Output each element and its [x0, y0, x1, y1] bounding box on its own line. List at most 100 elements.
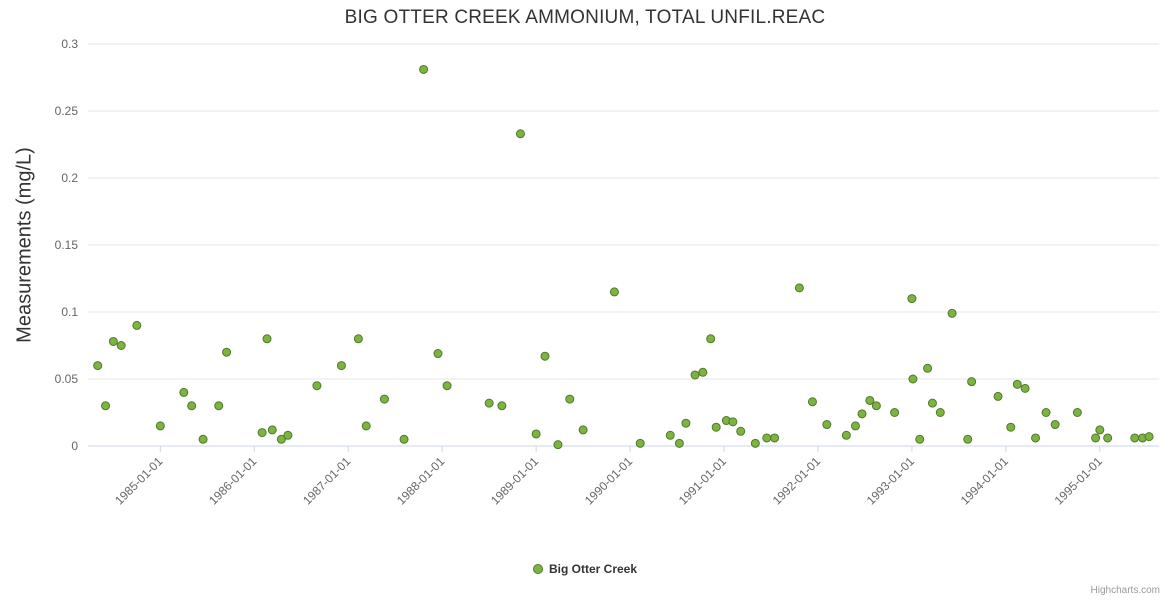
- data-point[interactable]: [967, 377, 977, 387]
- data-point[interactable]: [850, 421, 860, 431]
- legend-label: Big Otter Creek: [548, 562, 638, 576]
- data-point[interactable]: [690, 370, 700, 380]
- data-point[interactable]: [908, 374, 918, 384]
- data-point[interactable]: [312, 381, 322, 391]
- data-point[interactable]: [198, 434, 208, 444]
- data-point[interactable]: [923, 363, 933, 373]
- x-axis-tick-label: 1995-01-01: [1052, 454, 1106, 508]
- x-axis-tick-label: 1994-01-01: [958, 454, 1012, 508]
- data-point[interactable]: [515, 129, 525, 139]
- data-point[interactable]: [807, 397, 817, 407]
- x-axis-tick-label: 1993-01-01: [864, 454, 918, 508]
- data-point[interactable]: [609, 287, 619, 297]
- data-point[interactable]: [736, 426, 746, 436]
- data-point[interactable]: [93, 361, 103, 371]
- data-point[interactable]: [1050, 420, 1060, 430]
- data-point[interactable]: [108, 336, 118, 346]
- data-point[interactable]: [1144, 432, 1154, 442]
- data-point[interactable]: [531, 429, 541, 439]
- data-point[interactable]: [857, 409, 867, 419]
- data-point[interactable]: [222, 347, 232, 357]
- data-point[interactable]: [442, 381, 452, 391]
- data-point[interactable]: [1012, 379, 1022, 389]
- data-point[interactable]: [865, 395, 875, 405]
- data-point[interactable]: [681, 418, 691, 428]
- data-point[interactable]: [540, 351, 550, 361]
- data-point[interactable]: [257, 428, 267, 438]
- data-point[interactable]: [1020, 383, 1030, 393]
- data-point[interactable]: [635, 438, 645, 448]
- x-axis-tick-label: 1985-01-01: [112, 454, 166, 508]
- data-point[interactable]: [179, 387, 189, 397]
- data-point[interactable]: [1130, 433, 1140, 443]
- credits-link[interactable]: Highcharts.com: [1090, 585, 1160, 596]
- data-point[interactable]: [276, 434, 286, 444]
- legend-item-big-otter-creek[interactable]: Big Otter Creek: [532, 562, 638, 576]
- data-point[interactable]: [1031, 433, 1041, 443]
- data-point[interactable]: [915, 434, 925, 444]
- y-axis-tick-label: 0.2: [61, 171, 78, 185]
- data-point[interactable]: [336, 361, 346, 371]
- data-point[interactable]: [770, 433, 780, 443]
- y-axis-tick-label: 0.05: [55, 372, 79, 386]
- data-point[interactable]: [1091, 433, 1101, 443]
- data-point[interactable]: [155, 421, 165, 431]
- x-axis-tick-label: 1992-01-01: [770, 454, 824, 508]
- data-point[interactable]: [497, 401, 507, 411]
- data-point[interactable]: [214, 401, 224, 411]
- data-point[interactable]: [927, 398, 937, 408]
- data-point[interactable]: [665, 430, 675, 440]
- data-point[interactable]: [698, 367, 708, 377]
- data-point[interactable]: [706, 334, 716, 344]
- data-point[interactable]: [935, 408, 945, 417]
- y-axis-tick-label: 0.3: [61, 37, 78, 51]
- data-point[interactable]: [711, 422, 721, 432]
- data-point[interactable]: [841, 430, 851, 440]
- data-point[interactable]: [794, 283, 804, 293]
- data-point[interactable]: [947, 308, 957, 318]
- x-axis-tick-label: 1991-01-01: [676, 454, 730, 508]
- legend: Big Otter Creek: [0, 562, 1170, 576]
- data-point[interactable]: [353, 334, 363, 344]
- data-point[interactable]: [379, 394, 389, 404]
- data-point[interactable]: [907, 294, 917, 304]
- chart-title: BIG OTTER CREEK AMMONIUM, TOTAL UNFIL.RE…: [344, 7, 826, 28]
- data-point[interactable]: [890, 408, 900, 417]
- data-point[interactable]: [267, 425, 277, 435]
- data-point[interactable]: [762, 433, 772, 443]
- data-point[interactable]: [1072, 408, 1082, 417]
- x-axis-tick-label: 1989-01-01: [488, 454, 542, 508]
- data-point[interactable]: [419, 64, 429, 74]
- x-axis-tick-label: 1986-01-01: [206, 454, 260, 508]
- data-point[interactable]: [578, 425, 588, 435]
- y-axis-tick-label: 0.1: [61, 305, 78, 319]
- data-point[interactable]: [484, 398, 494, 408]
- data-point[interactable]: [553, 440, 563, 450]
- data-point[interactable]: [822, 420, 832, 430]
- data-point[interactable]: [361, 421, 371, 431]
- data-point[interactable]: [399, 434, 409, 444]
- data-point[interactable]: [262, 334, 272, 344]
- data-point[interactable]: [187, 401, 197, 411]
- data-point[interactable]: [132, 320, 142, 330]
- x-axis-tick-label: 1987-01-01: [300, 454, 354, 508]
- data-point[interactable]: [750, 438, 760, 448]
- data-point[interactable]: [674, 438, 684, 448]
- data-point[interactable]: [1041, 408, 1051, 417]
- data-point[interactable]: [871, 401, 881, 411]
- data-point[interactable]: [728, 417, 738, 427]
- data-point[interactable]: [116, 341, 126, 350]
- data-point[interactable]: [1095, 425, 1105, 435]
- data-point[interactable]: [963, 434, 973, 444]
- y-axis-tick-label: 0.25: [55, 104, 79, 118]
- data-point[interactable]: [565, 394, 575, 404]
- data-point[interactable]: [433, 349, 443, 359]
- data-point[interactable]: [993, 391, 1003, 401]
- legend-marker-icon: [532, 564, 543, 574]
- data-point[interactable]: [101, 401, 111, 411]
- data-point[interactable]: [283, 430, 293, 440]
- data-point[interactable]: [1103, 433, 1113, 443]
- data-point[interactable]: [1006, 422, 1016, 432]
